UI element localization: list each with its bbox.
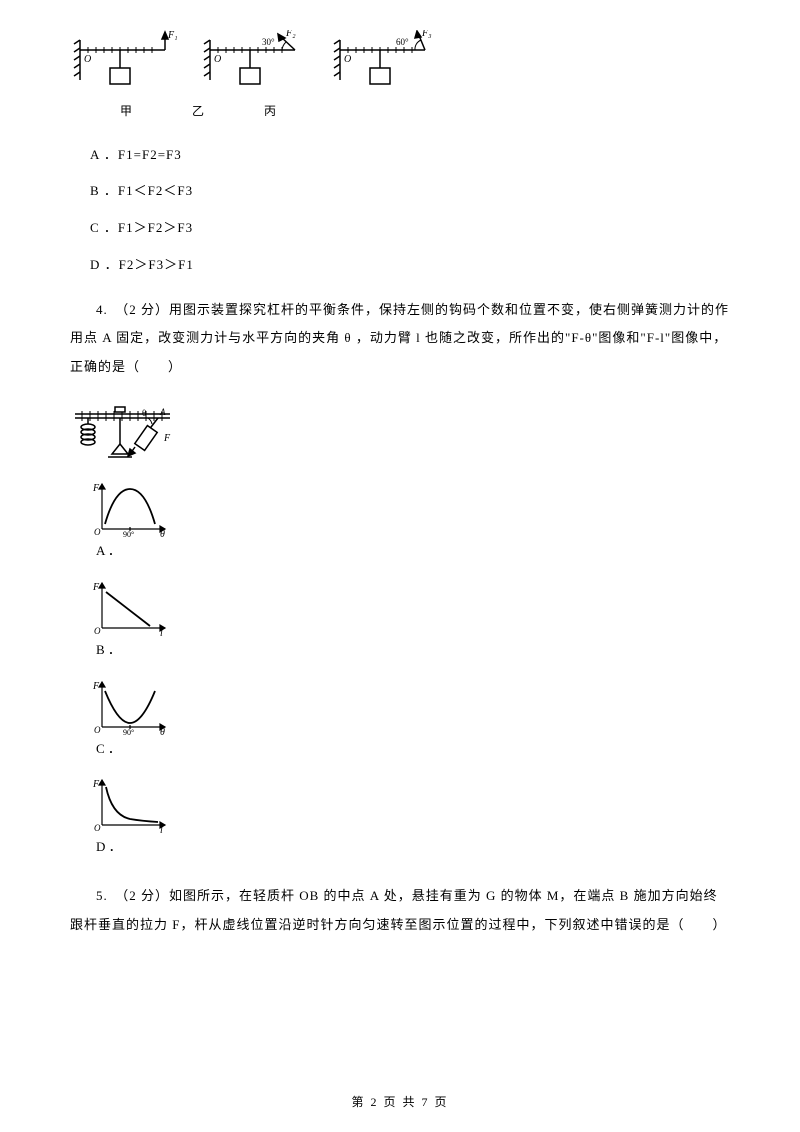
svg-text:F: F: [92, 779, 100, 790]
q3-lever-diagrams: O F₁ O F₂ 30°: [70, 30, 730, 123]
option-c-label: C ．: [96, 737, 170, 762]
svg-text:θ: θ: [160, 529, 165, 539]
svg-text:F: F: [92, 681, 100, 692]
svg-text:O: O: [344, 54, 351, 65]
svg-text:θ: θ: [142, 408, 146, 418]
q3-option-d: D ．F2＞F3＞F1: [90, 253, 730, 278]
q3-option-a: A ．F1=F2=F3: [90, 143, 730, 168]
svg-text:90°: 90°: [123, 530, 134, 539]
svg-text:F₁: F₁: [167, 30, 178, 41]
svg-text:O: O: [84, 54, 91, 65]
svg-text:30°: 30°: [262, 37, 275, 47]
question-5-text: 5. （2 分）如图所示，在轻质杆 OB 的中点 A 处，悬挂有重为 G 的物体…: [70, 882, 730, 939]
svg-text:O: O: [94, 725, 101, 735]
option-a-label: A ．: [96, 539, 170, 564]
svg-text:O: O: [94, 626, 101, 636]
lever-caption-1: 甲: [120, 100, 132, 123]
svg-text:60°: 60°: [396, 37, 409, 47]
svg-text:F: F: [163, 433, 171, 444]
svg-text:A: A: [159, 407, 166, 417]
q4-apparatus-diagram: F θ A: [70, 399, 730, 469]
question-4-text: 4. （2 分）用图示装置探究杠杆的平衡条件，保持左侧的钩码个数和位置不变，使右…: [70, 296, 730, 382]
lever-diagram-3: O F₃ 60°: [330, 30, 440, 100]
svg-text:F: F: [92, 483, 100, 494]
q4-option-d: F O l D ．: [90, 775, 730, 864]
q3-option-b: B ．F1＜F2＜F3: [90, 179, 730, 204]
option-d-label: D ．: [96, 835, 170, 860]
lever-diagram-2: O F₂ 30°: [200, 30, 310, 100]
lever-caption-3: 丙: [264, 100, 276, 123]
q4-option-c: F O 90° θ C ．: [90, 677, 730, 766]
option-b-label: B ．: [96, 638, 170, 663]
svg-text:O: O: [94, 527, 101, 537]
svg-text:l: l: [160, 825, 163, 835]
q4-option-a: F O 90° θ A ．: [90, 479, 730, 568]
graph-d-icon: F O l: [90, 775, 170, 835]
graph-b-icon: F O l: [90, 578, 170, 638]
svg-text:O: O: [214, 54, 221, 65]
svg-text:90°: 90°: [123, 728, 134, 737]
svg-text:θ: θ: [160, 727, 165, 737]
svg-text:l: l: [160, 628, 163, 638]
svg-text:F₃: F₃: [421, 30, 432, 39]
q4-option-b: F O l B ．: [90, 578, 730, 667]
svg-text:O: O: [94, 823, 101, 833]
svg-text:F₂: F₂: [285, 30, 296, 39]
q3-option-c: C ．F1＞F2＞F3: [90, 216, 730, 241]
page-footer: 第 2 页 共 7 页: [0, 1091, 800, 1114]
lever-diagram-1: O F₁: [70, 30, 180, 100]
svg-text:F: F: [92, 582, 100, 593]
graph-a-icon: F O 90° θ: [90, 479, 170, 539]
lever-caption-2: 乙: [192, 100, 204, 123]
graph-c-icon: F O 90° θ: [90, 677, 170, 737]
